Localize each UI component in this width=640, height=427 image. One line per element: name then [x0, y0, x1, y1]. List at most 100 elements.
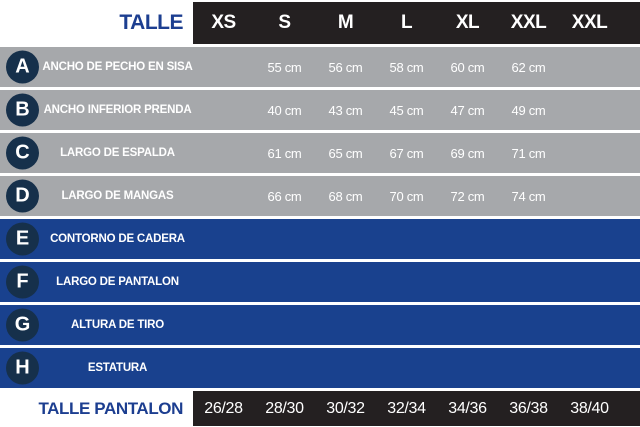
measure-value-cell — [315, 348, 376, 388]
measure-value-cell — [315, 305, 376, 345]
measure-row-F: F LARGO DE PANTALON — [0, 262, 640, 302]
measure-label-cell: C LARGO DE ESPALDA — [0, 133, 193, 173]
measure-value-cell — [376, 219, 437, 259]
measure-row-D: D LARGO DE MANGAS 66 cm 68 cm 70 cm 72 cm 74 c… — [0, 176, 640, 216]
measure-row-H: H ESTATURA — [0, 348, 640, 388]
size-column-header-5: XXL — [498, 2, 559, 44]
row-letter-badge: E — [6, 222, 39, 256]
pant-size-value-6: 38/40 — [559, 391, 620, 426]
measure-value-cell — [193, 90, 254, 130]
pant-size-value-5: 36/38 — [498, 391, 559, 426]
row-letter-badge: H — [6, 351, 39, 385]
measure-value-cell: 49 cm — [511, 102, 546, 118]
measure-value-cell: 67 cm — [389, 145, 424, 161]
measure-value-cell: 47 cm — [450, 102, 485, 118]
pant-size-label-cell: TALLE PANTALON — [0, 391, 193, 426]
measure-value-cell — [193, 262, 254, 302]
footer-filler — [620, 391, 640, 426]
measure-value-cell — [376, 262, 437, 302]
row-label: LARGO DE MANGAS — [61, 190, 174, 202]
measure-value-cell — [559, 176, 620, 216]
measure-value-cell: 68 cm — [328, 188, 363, 204]
measure-value-cell: 65 cm — [328, 145, 363, 161]
header-row: TALLE XS S M L XL XXL XXL — [0, 2, 640, 44]
measure-value-cell — [559, 262, 620, 302]
measure-value-cell: 45 cm — [389, 102, 424, 118]
measure-row-C: C LARGO DE ESPALDA 61 cm 65 cm 67 cm 69 cm 71 … — [0, 133, 640, 173]
measure-value-cell — [254, 305, 315, 345]
measure-value-cell — [559, 348, 620, 388]
measure-value-cell: 69 cm — [450, 145, 485, 161]
measure-value-cell: 66 cm — [267, 188, 302, 204]
size-column-header-3: L — [376, 2, 437, 44]
measure-value-cell — [193, 176, 254, 216]
pant-size-value-1: 28/30 — [254, 391, 315, 426]
measure-label-cell: F LARGO DE PANTALON — [0, 262, 193, 302]
pant-size-label: TALLE PANTALON — [38, 398, 183, 418]
measure-value-cell: 62 cm — [511, 59, 546, 75]
measure-value-cell — [559, 90, 620, 130]
measure-value-cell: 58 cm — [389, 59, 424, 75]
measure-value-cell — [254, 262, 315, 302]
measure-value-cell — [315, 219, 376, 259]
row-label: LARGO DE PANTALON — [56, 276, 179, 288]
row-label: ESTATURA — [87, 362, 148, 374]
measure-value-cell — [193, 47, 254, 87]
measure-row-B: B ANCHO INFERIOR PRENDA 40 cm 43 cm 45 cm 47 … — [0, 90, 640, 130]
measure-value-cell — [559, 47, 620, 87]
measure-value-cell — [437, 219, 498, 259]
measure-value-cell — [376, 348, 437, 388]
pant-size-value-4: 34/36 — [437, 391, 498, 426]
measure-label-cell: G ALTURA DE TIRO — [0, 305, 193, 345]
measure-value-cell: 56 cm — [328, 59, 363, 75]
row-letter-badge: D — [6, 179, 39, 213]
pant-size-value-2: 30/32 — [315, 391, 376, 426]
measure-value-cell — [498, 262, 559, 302]
size-column-header-6: XXL — [559, 2, 620, 44]
row-letter-badge: A — [6, 50, 39, 84]
row-letter-badge: F — [6, 265, 39, 299]
measure-value-cell — [559, 133, 620, 173]
measure-value-cell — [437, 262, 498, 302]
measure-value-cell: 60 cm — [450, 59, 485, 75]
row-label: ANCHO DE PECHO EN SISA — [42, 61, 193, 73]
measure-value-cell: 71 cm — [511, 145, 546, 161]
measure-row-G: G ALTURA DE TIRO — [0, 305, 640, 345]
header-filler — [620, 2, 640, 44]
measure-value-cell: 43 cm — [328, 102, 363, 118]
row-label: LARGO DE ESPALDA — [60, 147, 175, 159]
measure-label-cell: H ESTATURA — [0, 348, 193, 388]
measure-label-cell: D LARGO DE MANGAS — [0, 176, 193, 216]
measure-value-cell — [498, 348, 559, 388]
pant-size-value-3: 32/34 — [376, 391, 437, 426]
measure-label-cell: A ANCHO DE PECHO EN SISA — [0, 47, 193, 87]
row-letter-badge: C — [6, 136, 39, 170]
measure-value-cell: 72 cm — [450, 188, 485, 204]
measure-label-cell: B ANCHO INFERIOR PRENDA — [0, 90, 193, 130]
measure-row-E: E CONTORNO DE CADERA — [0, 219, 640, 259]
measure-value-cell — [498, 219, 559, 259]
measure-value-cell — [254, 219, 315, 259]
measure-value-cell — [193, 305, 254, 345]
measure-value-cell — [376, 305, 437, 345]
measure-value-cell: 74 cm — [511, 188, 546, 204]
measure-value-cell — [437, 305, 498, 345]
size-column-header-1: S — [254, 2, 315, 44]
size-header-label-cell: TALLE — [0, 2, 193, 44]
size-column-header-0: XS — [193, 2, 254, 44]
row-label: ALTURA DE TIRO — [70, 319, 165, 331]
measure-value-cell — [559, 219, 620, 259]
measure-value-cell: 61 cm — [267, 145, 302, 161]
measure-value-cell — [559, 305, 620, 345]
measure-value-cell: 70 cm — [389, 188, 424, 204]
row-label: CONTORNO DE CADERA — [50, 233, 185, 245]
measure-value-cell — [437, 348, 498, 388]
measure-value-cell — [193, 348, 254, 388]
size-column-header-2: M — [315, 2, 376, 44]
measure-value-cell — [193, 133, 254, 173]
row-letter-badge: G — [6, 308, 39, 342]
row-letter-badge: B — [6, 93, 39, 127]
measure-value-cell: 55 cm — [267, 59, 302, 75]
measure-value-cell — [315, 262, 376, 302]
